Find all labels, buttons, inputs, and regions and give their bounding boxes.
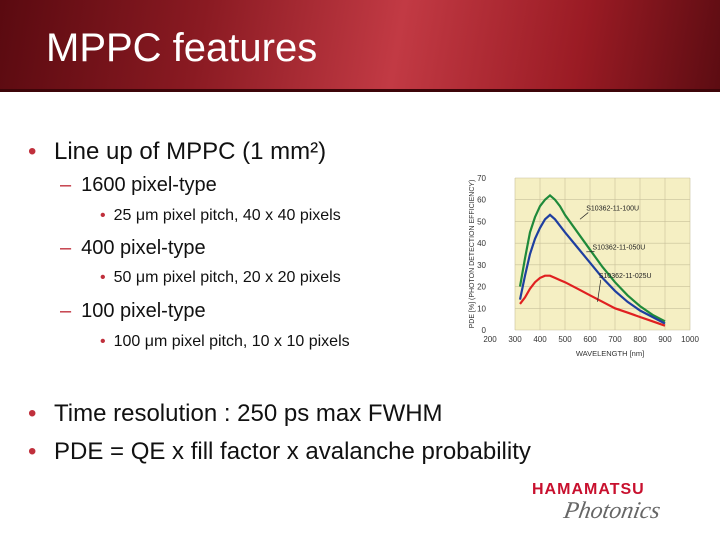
y-tick-label: 40 — [477, 239, 486, 248]
x-tick-label: 500 — [558, 335, 572, 344]
x-axis-label: WAVELENGTH [nm] — [576, 349, 644, 358]
y-tick-label: 10 — [477, 304, 486, 313]
series-line-0 — [518, 193, 666, 323]
series-line-1 — [518, 213, 666, 325]
detail-text: 50 μm pixel pitch, 20 x 20 pixels — [113, 269, 341, 286]
series-label: S10362-11-025U — [599, 273, 652, 280]
title-bar: MPPC features — [0, 0, 720, 92]
series-leader-line — [597, 279, 602, 302]
series-leader-line — [579, 212, 589, 220]
bullet-glyph: • — [100, 333, 106, 350]
detail-100: • 100 μm pixel pitch, 10 x 10 pixels — [100, 333, 350, 351]
detail-400: • 50 μm pixel pitch, 20 x 20 pixels — [100, 269, 341, 287]
sub-bullet-400: –400 pixel-type — [60, 237, 206, 260]
series-line-2 — [519, 274, 666, 327]
x-tick-label: 600 — [583, 335, 597, 344]
x-tick-label: 300 — [508, 335, 522, 344]
sub-bullet-100: –100 pixel-type — [60, 300, 206, 323]
logo-photonics: Photonics — [561, 497, 663, 524]
series-label: S10362-11-050U — [593, 245, 646, 252]
x-tick-label: 800 — [633, 335, 647, 344]
bullet-glyph: • — [100, 269, 106, 286]
plot-area — [515, 178, 690, 330]
detail-text: 100 μm pixel pitch, 10 x 10 pixels — [113, 333, 350, 350]
detail-1600: • 25 μm pixel pitch, 40 x 40 pixels — [100, 207, 341, 225]
x-tick-label: 700 — [608, 335, 622, 344]
y-tick-label: 20 — [477, 283, 486, 292]
sub-bullet-text: 400 pixel-type — [81, 237, 206, 259]
sub-bullet-1600: –1600 pixel-type — [60, 174, 217, 197]
bullet-glyph: • — [28, 438, 37, 465]
bullet-glyph: • — [28, 138, 37, 165]
y-axis-label: PDE [%] (PHOTON DETECTION EFFICIENCY) — [469, 180, 476, 329]
x-tick-label: 400 — [533, 335, 547, 344]
y-tick-label: 70 — [477, 174, 486, 183]
dash-glyph: – — [60, 300, 72, 322]
y-tick-label: 60 — [477, 196, 486, 205]
hamamatsu-logo: HAMAMATSU Photonics — [532, 481, 663, 524]
bullet-text: Time resolution : 250 ps max FWHM — [54, 400, 443, 427]
slide-title: MPPC features — [46, 26, 318, 70]
x-tick-label: 900 — [658, 335, 672, 344]
bullet-text: PDE = QE x fill factor x avalanche proba… — [54, 438, 531, 465]
series-label: S10362-11-100U — [586, 206, 639, 213]
x-tick-label: 200 — [483, 335, 497, 344]
logo-wordmark: HAMAMATSU — [532, 481, 645, 498]
dash-glyph: – — [60, 237, 72, 259]
pde-chart: 200 300 400 500 600 700 800 900 1000 0 10 20 30 40 50 6… — [469, 174, 699, 358]
sub-bullet-text: 100 pixel-type — [81, 300, 206, 322]
dash-glyph: – — [60, 174, 72, 196]
y-tick-label: 0 — [482, 326, 487, 335]
sub-bullet-text: 1600 pixel-type — [81, 174, 217, 196]
bullet-glyph: • — [28, 400, 37, 427]
detail-text: 25 μm pixel pitch, 40 x 40 pixels — [113, 207, 341, 224]
bullet-text: Line up of MPPC (1 mm²) — [54, 138, 327, 165]
y-tick-label: 50 — [477, 217, 486, 226]
y-tick-label: 30 — [477, 261, 486, 270]
bullet-glyph: • — [100, 207, 106, 224]
x-tick-label: 1000 — [681, 335, 699, 344]
